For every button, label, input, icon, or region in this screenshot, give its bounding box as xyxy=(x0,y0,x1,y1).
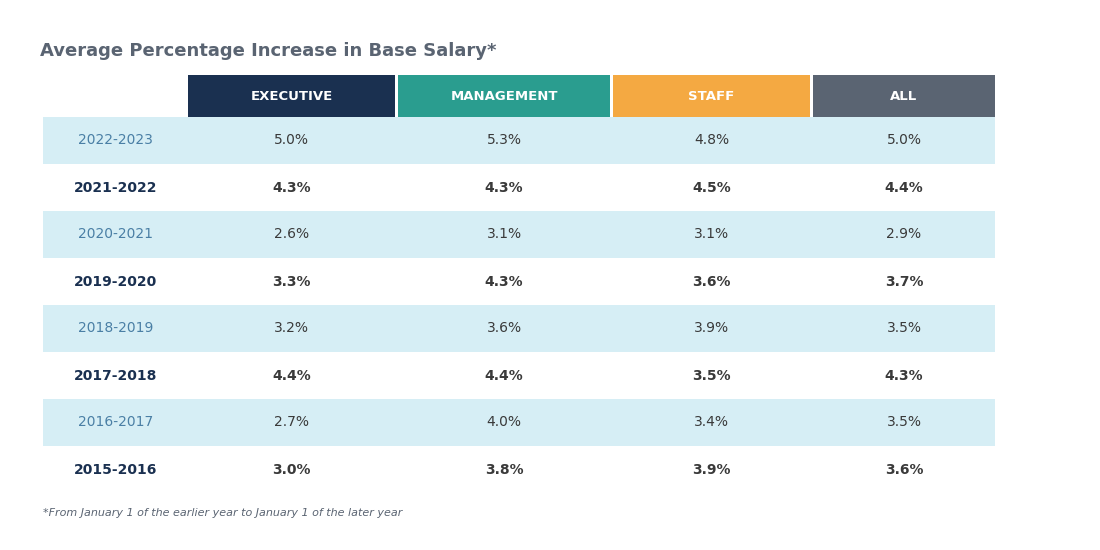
Bar xyxy=(43,446,996,493)
Bar xyxy=(43,117,996,164)
Text: 2017-2018: 2017-2018 xyxy=(74,368,157,382)
Text: 3.2%: 3.2% xyxy=(274,322,309,336)
Text: 3.5%: 3.5% xyxy=(887,415,922,430)
Text: 4.4%: 4.4% xyxy=(485,368,524,382)
Text: 4.3%: 4.3% xyxy=(485,274,524,289)
Text: 3.6%: 3.6% xyxy=(884,463,923,476)
Text: STAFF: STAFF xyxy=(689,90,735,102)
Text: Average Percentage Increase in Base Salary*: Average Percentage Increase in Base Sala… xyxy=(40,42,496,60)
Text: 2018-2019: 2018-2019 xyxy=(78,322,153,336)
Text: 2.7%: 2.7% xyxy=(274,415,309,430)
Bar xyxy=(43,352,996,399)
Text: 3.5%: 3.5% xyxy=(692,368,730,382)
Text: EXECUTIVE: EXECUTIVE xyxy=(251,90,332,102)
Bar xyxy=(398,75,610,117)
Text: 4.3%: 4.3% xyxy=(485,180,524,195)
Text: 5.0%: 5.0% xyxy=(274,134,309,147)
Text: 3.9%: 3.9% xyxy=(692,463,730,476)
Text: 3.1%: 3.1% xyxy=(694,228,729,241)
Text: 2.9%: 2.9% xyxy=(887,228,922,241)
Text: 2.6%: 2.6% xyxy=(274,228,309,241)
Text: MANAGEMENT: MANAGEMENT xyxy=(450,90,558,102)
Text: ALL: ALL xyxy=(890,90,917,102)
Text: 2022-2023: 2022-2023 xyxy=(78,134,153,147)
Text: *From January 1 of the earlier year to January 1 of the later year: *From January 1 of the earlier year to J… xyxy=(43,508,403,518)
Bar xyxy=(43,164,996,211)
Text: 3.4%: 3.4% xyxy=(694,415,729,430)
Bar xyxy=(43,399,996,446)
Text: 5.3%: 5.3% xyxy=(486,134,521,147)
Text: 3.3%: 3.3% xyxy=(273,274,310,289)
Text: 3.6%: 3.6% xyxy=(486,322,521,336)
Text: 4.3%: 4.3% xyxy=(272,180,311,195)
Text: 3.7%: 3.7% xyxy=(884,274,923,289)
Text: 3.1%: 3.1% xyxy=(486,228,521,241)
Text: 3.9%: 3.9% xyxy=(694,322,729,336)
Text: 5.0%: 5.0% xyxy=(887,134,922,147)
Text: 4.5%: 4.5% xyxy=(692,180,730,195)
Text: 4.0%: 4.0% xyxy=(486,415,521,430)
Text: 2015-2016: 2015-2016 xyxy=(74,463,157,476)
Text: 2019-2020: 2019-2020 xyxy=(74,274,157,289)
Text: 3.8%: 3.8% xyxy=(485,463,524,476)
Text: 3.0%: 3.0% xyxy=(273,463,310,476)
Text: 3.5%: 3.5% xyxy=(887,322,922,336)
Text: 3.6%: 3.6% xyxy=(692,274,730,289)
Text: 2021-2022: 2021-2022 xyxy=(74,180,157,195)
Bar xyxy=(613,75,810,117)
Bar xyxy=(43,258,996,305)
Text: 2020-2021: 2020-2021 xyxy=(78,228,153,241)
Bar xyxy=(813,75,996,117)
Text: 4.3%: 4.3% xyxy=(884,368,923,382)
Text: 4.4%: 4.4% xyxy=(884,180,923,195)
Bar xyxy=(188,75,395,117)
Text: 4.4%: 4.4% xyxy=(272,368,311,382)
Bar xyxy=(43,211,996,258)
Text: 4.8%: 4.8% xyxy=(694,134,729,147)
Bar xyxy=(43,305,996,352)
Text: 2016-2017: 2016-2017 xyxy=(78,415,153,430)
